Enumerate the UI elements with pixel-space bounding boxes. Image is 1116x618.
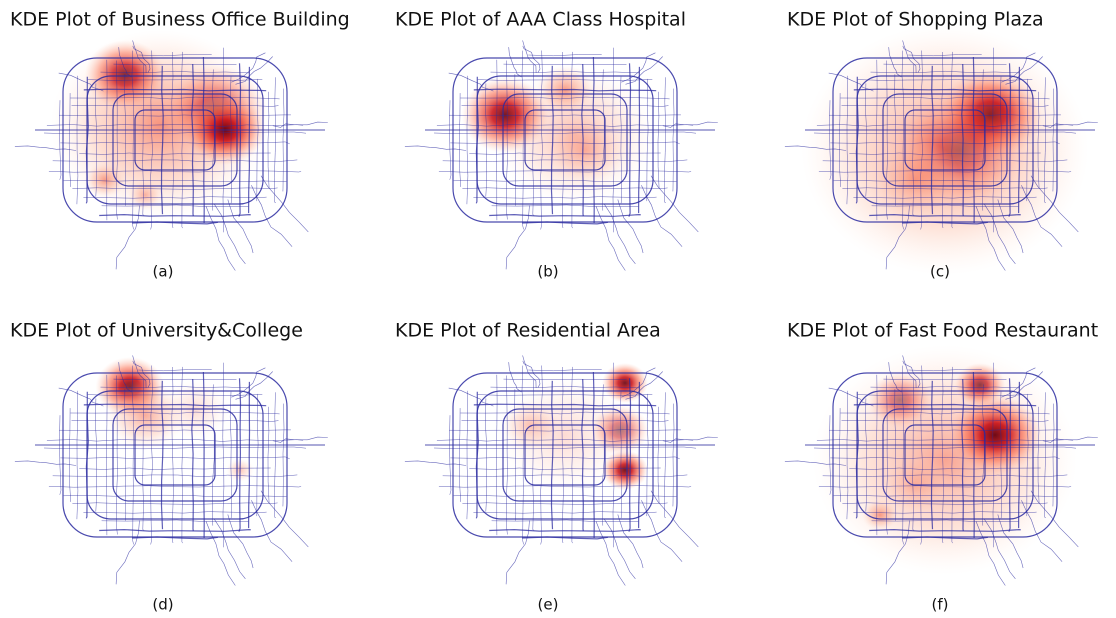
- panel-title: KDE Plot of AAA Class Hospital: [395, 9, 686, 31]
- road: [69, 408, 71, 502]
- road: [467, 391, 468, 519]
- panel-caption: (e): [538, 596, 559, 614]
- panel: KDE Plot of Residential Area (e): [395, 320, 718, 614]
- panel: KDE Plot of AAA Class Hospital (b): [395, 9, 718, 281]
- panel-caption: (d): [152, 596, 173, 614]
- figure: KDE Plot of Business Office Building(a)K…: [0, 0, 1116, 618]
- panel: KDE Plot of Fast Food Restaurant (f): [785, 320, 1098, 614]
- road: [467, 76, 468, 204]
- road: [239, 378, 241, 531]
- kde-map: [15, 355, 328, 585]
- road: [77, 391, 78, 519]
- road: [249, 382, 250, 528]
- panel-caption: (b): [537, 263, 558, 281]
- road: [673, 404, 674, 507]
- road: [647, 394, 648, 516]
- road: [44, 447, 306, 449]
- road: [497, 375, 498, 535]
- road: [449, 388, 494, 406]
- panel-title: KDE Plot of Fast Food Restaurant: [787, 320, 1098, 342]
- road: [504, 64, 627, 65]
- road: [664, 77, 666, 202]
- road: [523, 40, 537, 73]
- road: [214, 519, 245, 579]
- road: [604, 519, 635, 579]
- road: [604, 204, 635, 263]
- road: [450, 415, 452, 495]
- road: [15, 461, 76, 466]
- panel: KDE Plot of University&College (d): [10, 320, 328, 614]
- road: [47, 440, 303, 442]
- kde-map: [405, 355, 718, 585]
- road: [405, 146, 466, 151]
- road: [528, 369, 601, 370]
- density-blob: [545, 115, 626, 185]
- road: [454, 495, 677, 497]
- road: [663, 122, 718, 127]
- road: [214, 204, 245, 263]
- road: [450, 100, 452, 180]
- road: [102, 520, 249, 522]
- road: [492, 520, 639, 522]
- road: [64, 495, 287, 497]
- road: [273, 437, 328, 442]
- road: [72, 503, 277, 505]
- panel-title: KDE Plot of Residential Area: [395, 320, 661, 342]
- panel-caption: (a): [153, 263, 174, 281]
- panel: KDE Plot of Business Office Building (a): [10, 9, 350, 281]
- road: [53, 475, 298, 477]
- road: [673, 89, 674, 192]
- density-blob: [868, 372, 932, 428]
- road: [485, 398, 486, 511]
- kde-map: [785, 25, 1098, 275]
- road: [473, 512, 656, 514]
- road: [60, 415, 62, 495]
- panel-title: KDE Plot of University&College: [10, 320, 303, 342]
- road: [651, 176, 698, 232]
- road: [528, 54, 601, 55]
- density-blob: [161, 380, 230, 440]
- panel-title: KDE Plot of Business Office Building: [10, 9, 350, 31]
- road: [60, 457, 289, 459]
- road: [283, 404, 284, 507]
- road: [405, 461, 466, 466]
- road: [257, 394, 258, 516]
- road: [274, 392, 276, 517]
- road: [489, 215, 641, 217]
- road: [230, 392, 231, 519]
- road: [99, 530, 251, 532]
- road: [83, 512, 266, 514]
- road: [462, 503, 667, 505]
- road: [273, 122, 328, 127]
- panel-caption: (f): [932, 596, 949, 614]
- road: [223, 363, 224, 548]
- road: [95, 398, 96, 511]
- road: [261, 176, 308, 232]
- road: [489, 530, 641, 532]
- road: [283, 89, 284, 192]
- density-blob: [461, 77, 548, 153]
- road: [274, 77, 276, 202]
- road: [639, 67, 640, 213]
- kde-map: [15, 30, 328, 271]
- road: [639, 382, 640, 528]
- panel-title: KDE Plot of Shopping Plaza: [787, 9, 1044, 31]
- kde-map: [405, 40, 718, 270]
- road: [459, 93, 461, 187]
- panel-caption: (c): [930, 263, 950, 281]
- road: [459, 408, 461, 502]
- road: [651, 491, 698, 547]
- road: [663, 437, 718, 442]
- road: [664, 392, 666, 517]
- road: [261, 491, 308, 547]
- panel: KDE Plot of Shopping Plaza (c): [785, 9, 1098, 281]
- road: [492, 205, 639, 207]
- road: [249, 67, 250, 213]
- kde-map: [785, 345, 1098, 586]
